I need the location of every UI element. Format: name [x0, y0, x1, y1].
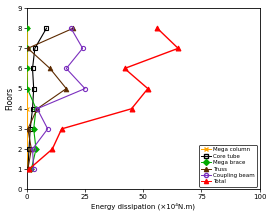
X-axis label: Energy dissipation (×10⁴N.m): Energy dissipation (×10⁴N.m) — [91, 203, 195, 210]
Legend: Mega column, Core tube, Mega brace, Truss, Coupling beam, Total: Mega column, Core tube, Mega brace, Trus… — [199, 145, 257, 187]
Y-axis label: Floors: Floors — [5, 87, 15, 110]
